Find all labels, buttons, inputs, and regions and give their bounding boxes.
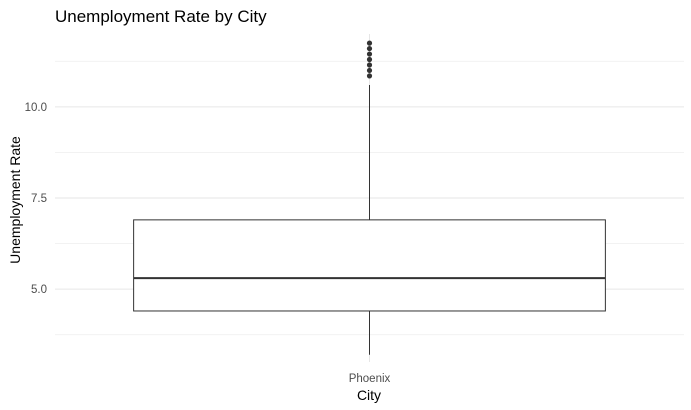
plot-layer <box>133 40 606 355</box>
x-axis-title: City <box>357 387 381 403</box>
tick-layer: 5.0 7.5 10.0 Phoenix <box>25 102 391 385</box>
outlier-point <box>366 73 373 79</box>
outlier-point <box>366 45 373 52</box>
y-axis-title: Unemployment Rate <box>7 136 23 264</box>
outlier-point <box>366 62 373 68</box>
y-tick-label: 7.5 <box>31 193 47 205</box>
outlier-point <box>366 40 373 46</box>
outlier-point <box>366 56 373 63</box>
outlier-point <box>366 67 373 74</box>
box-iqr <box>133 219 606 312</box>
box-group <box>133 40 606 355</box>
outlier-point <box>366 51 373 57</box>
x-tick-label: Phoenix <box>349 373 391 385</box>
y-tick-label: 10.0 <box>25 102 47 114</box>
y-tick-label: 5.0 <box>31 284 47 296</box>
chart-title: Unemployment Rate by City <box>55 7 267 26</box>
